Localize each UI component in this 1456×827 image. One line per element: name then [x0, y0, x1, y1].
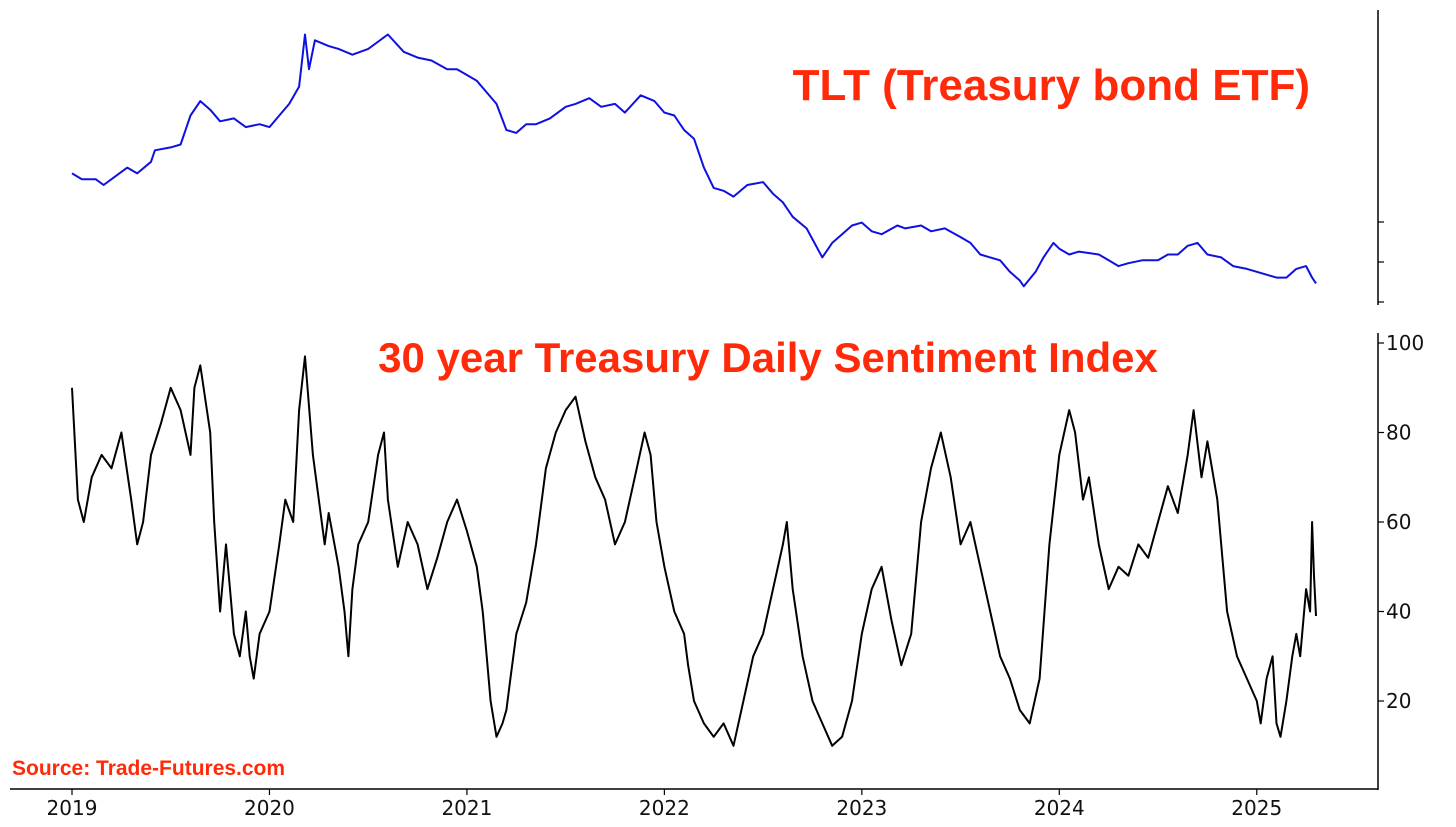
y-tick-label: 100 [1386, 331, 1424, 355]
x-tick-label: 2021 [441, 796, 492, 820]
dsi-sentiment-line [71, 355, 1317, 747]
y-tick-label: 60 [1386, 510, 1411, 534]
y-tick-label: 80 [1386, 421, 1411, 445]
x-tick-label: 2025 [1231, 796, 1282, 820]
tlt-title: TLT (Treasury bond ETF) [793, 61, 1310, 110]
dsi-y-ticks: 20 40 60 80 100 [1378, 331, 1424, 713]
x-tick-label: 2024 [1034, 796, 1085, 820]
source-label: Source: Trade-Futures.com [12, 757, 285, 780]
tlt-price-line [71, 33, 1317, 288]
tlt-panel: TLT (Treasury bond ETF) [71, 10, 1384, 305]
y-tick-label: 40 [1386, 600, 1411, 624]
x-tick-label: 2019 [47, 796, 98, 820]
y-tick-label: 20 [1386, 689, 1411, 713]
x-tick-label: 2023 [836, 796, 887, 820]
dsi-panel: 20 40 60 80 100 2019 2020 2021 2022 2023 2024 2025… [10, 331, 1424, 820]
dsi-title: 30 year Treasury Daily Sentiment Index [378, 334, 1158, 381]
x-axis-ticks: 2019 2020 2021 2022 2023 2024 2025 [47, 789, 1282, 820]
x-tick-label: 2022 [639, 796, 690, 820]
x-tick-label: 2020 [244, 796, 295, 820]
